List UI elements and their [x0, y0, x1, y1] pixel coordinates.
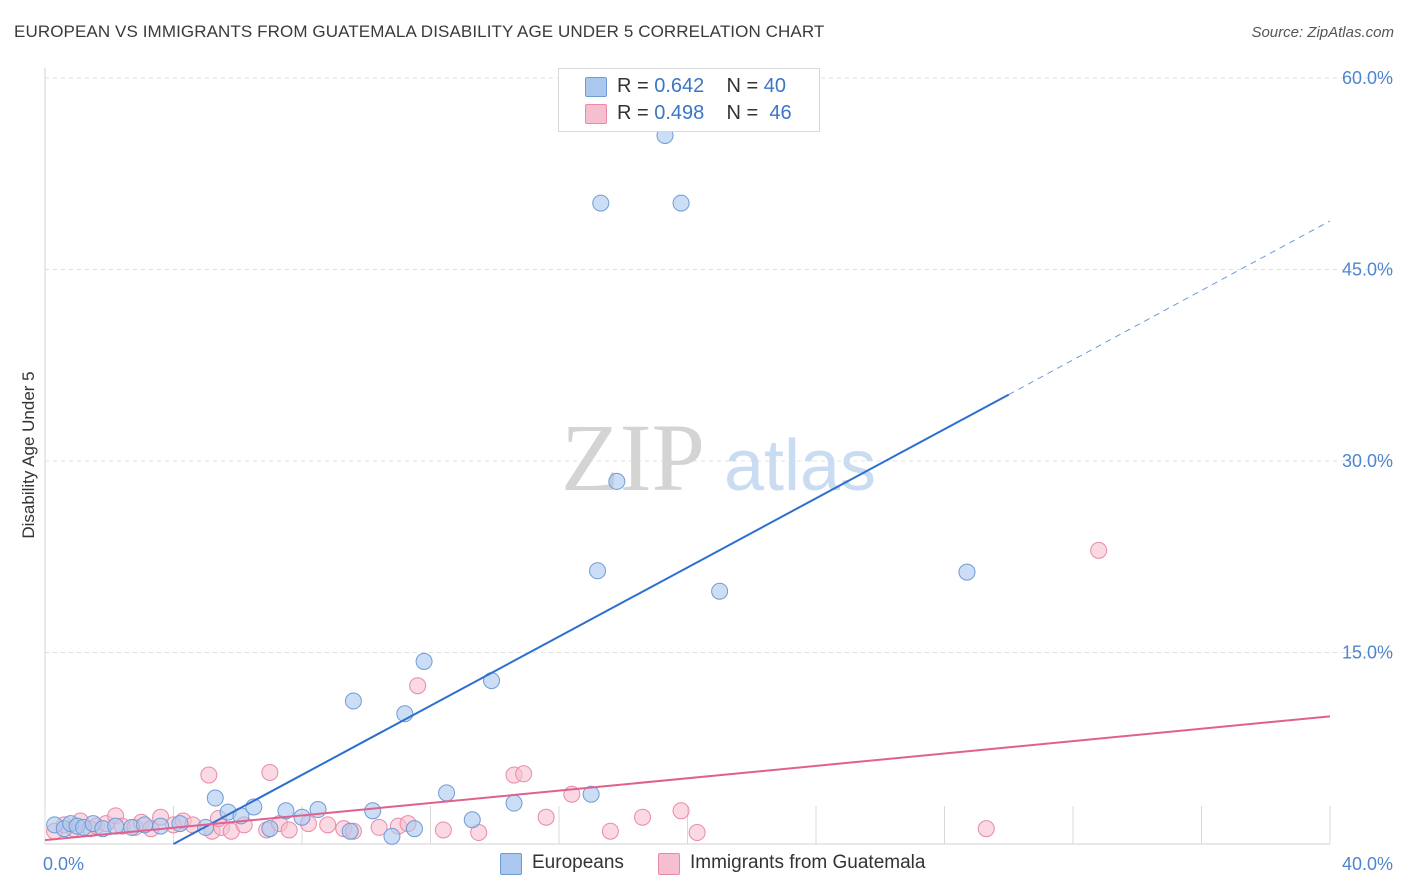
- stats-legend: R = 0.642 N = 40 R = 0.498 N = 46: [558, 68, 820, 132]
- source-label: Source: ZipAtlas.com: [1251, 24, 1394, 41]
- guatemala-point: [261, 764, 279, 782]
- europeans-point: [383, 827, 401, 845]
- europeans-point: [711, 582, 729, 600]
- watermark-zip: ZIP: [561, 404, 705, 511]
- europeans-point: [958, 563, 976, 581]
- europeans-point: [364, 802, 382, 820]
- europeans-trend-line: [173, 393, 1010, 845]
- guatemala-point: [200, 766, 218, 784]
- bottom-legend-label: Europeans: [532, 852, 624, 873]
- guatemala-point: [601, 822, 619, 840]
- guatemala-point: [688, 824, 706, 842]
- europeans-point: [341, 822, 359, 840]
- legend-swatch-blue: [585, 77, 607, 97]
- guatemala-point: [634, 808, 652, 826]
- bottom-legend-label: Immigrants from Guatemala: [690, 852, 926, 873]
- legend-r-label: R =: [617, 102, 649, 124]
- guatemala-point: [515, 765, 533, 783]
- guatemala-point: [977, 820, 995, 838]
- gridlines: [45, 77, 1392, 653]
- europeans-point: [344, 692, 362, 710]
- y-axis-label: Disability Age Under 5: [19, 371, 38, 538]
- europeans-point: [405, 820, 423, 838]
- europeans-point: [277, 802, 295, 820]
- y-tick-label: 45.0%: [1342, 260, 1393, 280]
- europeans-point: [171, 815, 189, 833]
- legend-swatch-pink: [585, 104, 607, 124]
- europeans-point: [206, 789, 224, 807]
- europeans-point: [672, 194, 690, 212]
- europeans-point: [592, 194, 610, 212]
- guatemala-point: [319, 816, 337, 834]
- bottom-legend-swatch-blue: [500, 853, 522, 875]
- europeans-point: [438, 784, 456, 802]
- guatemala-point: [537, 808, 555, 826]
- bottom-legend-swatch-pink: [658, 853, 680, 875]
- watermark: ZIP atlas: [561, 404, 876, 511]
- guatemala-point: [370, 818, 388, 836]
- guatemala-point: [1090, 541, 1108, 559]
- legend-r-value: 0.642: [654, 75, 705, 97]
- y-tick-label: 15.0%: [1342, 643, 1393, 663]
- europeans-point: [152, 817, 170, 835]
- legend-n-label: N =: [726, 75, 759, 97]
- legend-r-label: R =: [617, 75, 649, 97]
- europeans-point: [261, 820, 279, 838]
- watermark-atlas: atlas: [724, 426, 876, 506]
- guatemala-points: [46, 541, 1108, 842]
- y-tick-label: 60.0%: [1342, 68, 1393, 88]
- trend-lines: [44, 220, 1331, 845]
- guatemala-point: [409, 677, 427, 695]
- guatemala-point: [434, 821, 452, 839]
- europeans-point: [107, 817, 125, 835]
- x-tick-label: 0.0%: [43, 854, 84, 874]
- guatemala-point: [280, 821, 298, 839]
- tick-labels: 15.0% 30.0% 45.0% 60.0% 0.0% 40.0%: [43, 68, 1393, 874]
- legend-r-value: 0.498: [654, 102, 705, 124]
- europeans-point: [589, 562, 607, 580]
- x-tick-label: 40.0%: [1342, 854, 1393, 874]
- legend-n-value: 40: [763, 75, 787, 97]
- guatemala-point: [672, 802, 690, 820]
- axes: [44, 68, 1331, 845]
- legend-n-value: 46: [769, 102, 792, 124]
- europeans-point: [608, 472, 626, 490]
- europeans-point: [463, 811, 481, 829]
- europeans-point: [293, 808, 311, 826]
- europeans-point: [505, 794, 523, 812]
- chart-title: EUROPEAN VS IMMIGRANTS FROM GUATEMALA DI…: [14, 22, 825, 41]
- y-tick-label: 30.0%: [1342, 451, 1393, 471]
- europeans-point: [582, 785, 600, 803]
- europeans-trend-extension: [1008, 220, 1331, 396]
- europeans-point: [415, 652, 433, 670]
- guatemala-trend-line: [44, 715, 1331, 842]
- legend-n-label: N =: [726, 102, 759, 124]
